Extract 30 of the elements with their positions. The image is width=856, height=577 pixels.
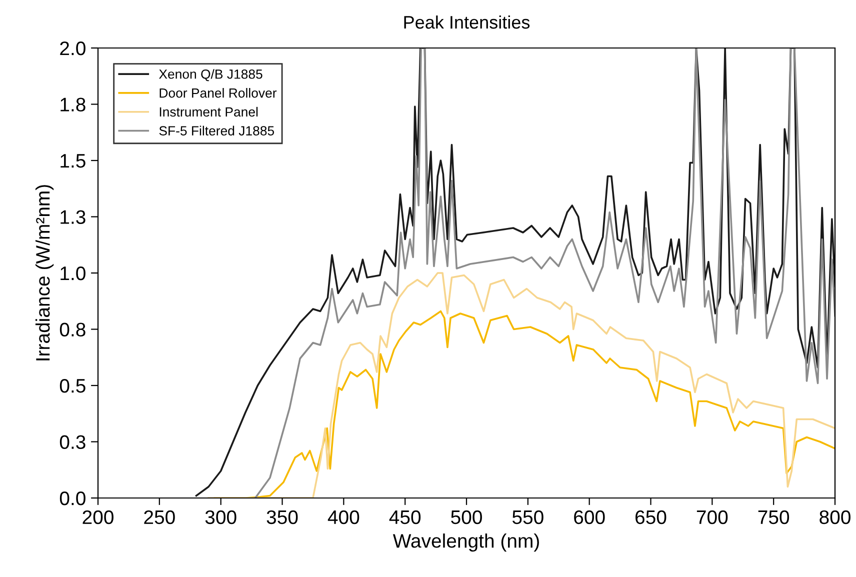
x-tick-label: 500 xyxy=(451,510,482,524)
line-series xyxy=(208,272,835,498)
legend-label: Instrument Panel xyxy=(160,106,258,117)
y-tick-label: 0.5 xyxy=(60,378,86,393)
x-tick-label: 800 xyxy=(820,510,850,524)
y-axis-title: Irradiance (W/m²nm) xyxy=(35,185,54,360)
y-tick-label: 1.5 xyxy=(60,154,86,168)
legend-label: SF-5 Filtered J1885 xyxy=(159,126,274,136)
x-tick-label: 300 xyxy=(205,510,236,524)
y-tick-label: 2.0 xyxy=(60,41,86,56)
x-axis-title: Wavelength (nm) xyxy=(392,533,539,552)
x-tick-label: 550 xyxy=(512,510,544,524)
x-tick-label: 350 xyxy=(266,510,298,524)
x-tick-label: 700 xyxy=(696,510,728,524)
x-tick-label: 750 xyxy=(758,510,790,524)
x-tick-label: 650 xyxy=(636,510,666,524)
y-tick-label: 0.8 xyxy=(60,322,86,336)
x-tick-label: 450 xyxy=(389,510,421,524)
x-tick-label: 600 xyxy=(574,510,605,524)
y-tick-label: 1.0 xyxy=(60,266,86,280)
y-tick-label: 1.8 xyxy=(60,98,86,112)
x-tick-label: 400 xyxy=(328,510,360,524)
y-tick-label: 0.3 xyxy=(60,435,86,449)
legend-label: Door Panel Rollover xyxy=(160,88,277,98)
legend-label: Xenon Q/B J1885 xyxy=(158,69,262,82)
y-tick-label: 1.3 xyxy=(60,210,86,224)
y-tick-label: 0.0 xyxy=(60,491,86,506)
chart-title: Peak Intensities xyxy=(404,15,530,29)
x-tick-label: 250 xyxy=(144,510,175,524)
x-tick-label: 200 xyxy=(82,510,114,524)
